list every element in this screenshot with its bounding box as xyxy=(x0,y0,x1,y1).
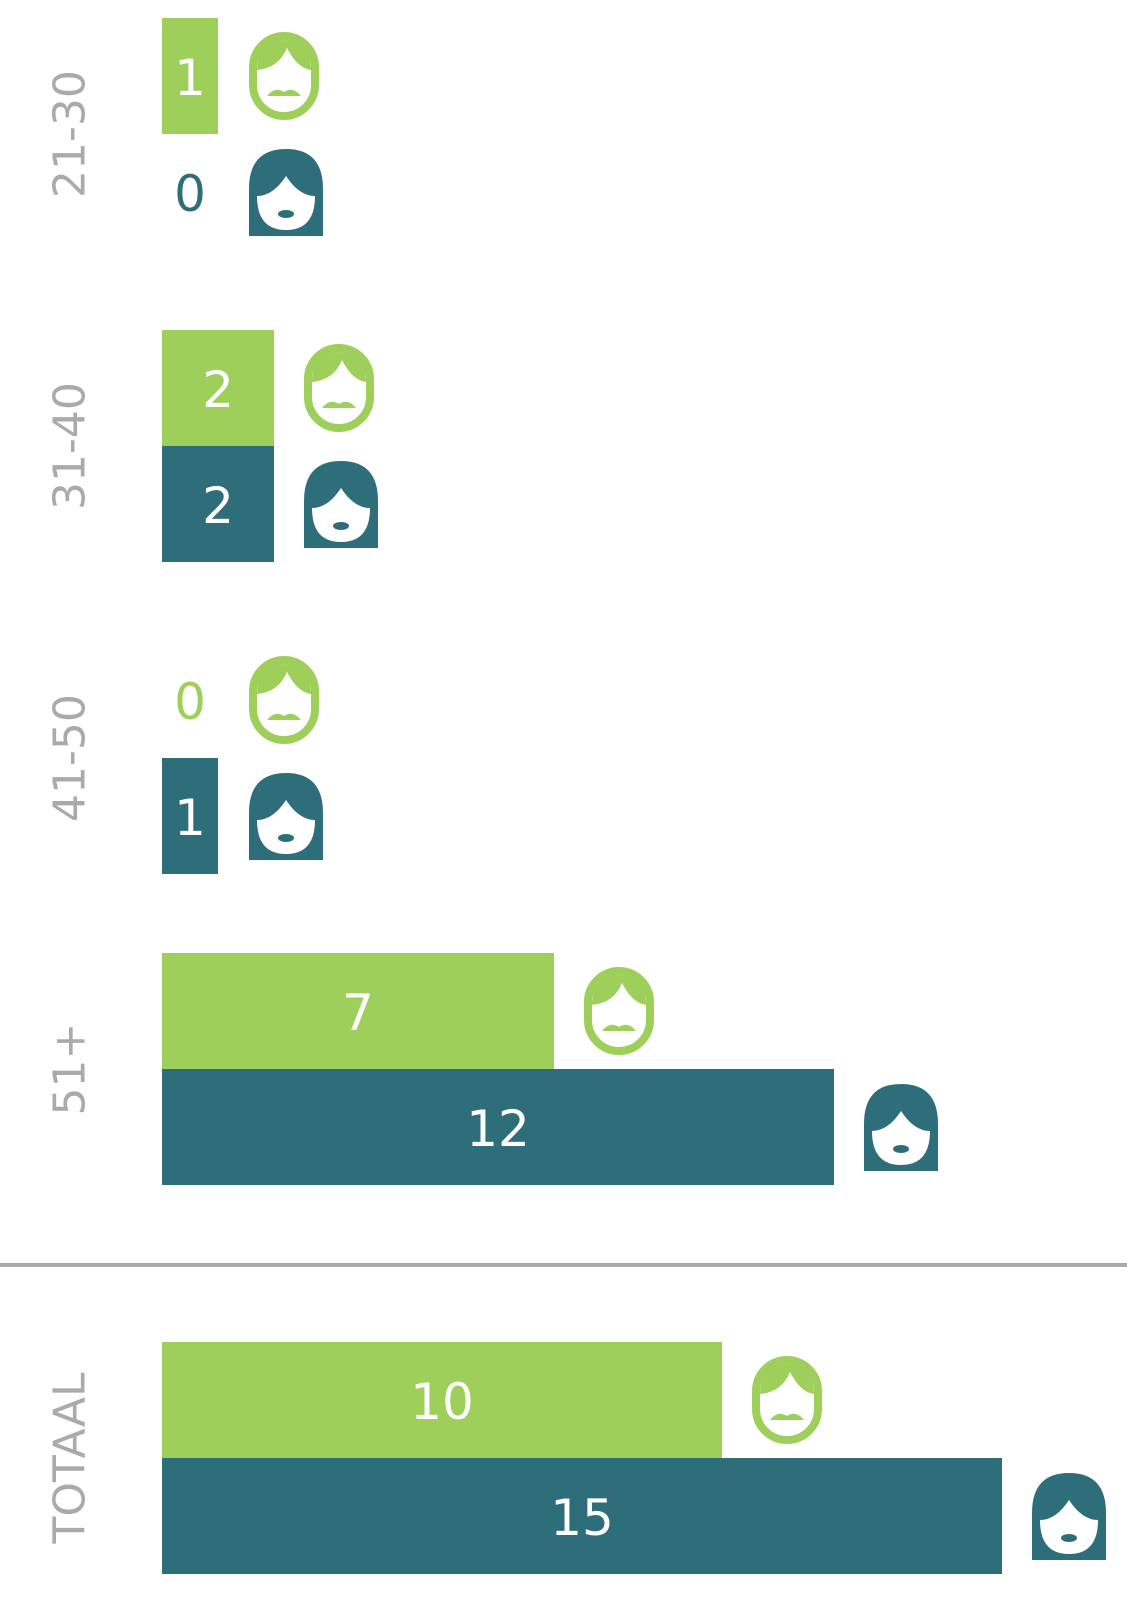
icon-mustache xyxy=(267,713,301,720)
icon-mustache xyxy=(322,401,356,408)
woman-icon xyxy=(1032,1473,1106,1560)
category-label: 21-30 xyxy=(45,70,96,198)
icon-lips xyxy=(278,834,294,842)
icon-lips xyxy=(1061,1534,1077,1542)
woman-icon xyxy=(249,773,323,860)
icon-hair xyxy=(312,352,366,382)
category-label: 41-50 xyxy=(45,694,96,822)
icon-lips xyxy=(333,522,349,530)
bar xyxy=(162,758,218,874)
woman-icon xyxy=(249,149,323,236)
man-icon xyxy=(304,344,374,432)
value-label: 10 xyxy=(410,1373,474,1431)
icon-hair xyxy=(257,664,311,694)
icon-face xyxy=(312,488,370,542)
man-icon xyxy=(752,1356,822,1444)
value-label: 0 xyxy=(174,165,206,223)
category-label: 51+ xyxy=(45,1023,96,1116)
man-icon xyxy=(584,967,654,1055)
bar xyxy=(162,330,274,446)
icon-lips xyxy=(893,1145,909,1153)
man-icon xyxy=(249,656,319,744)
value-label: 15 xyxy=(550,1489,614,1547)
value-label: 1 xyxy=(174,789,206,847)
value-label: 2 xyxy=(202,477,234,535)
icon-hair xyxy=(760,1364,814,1394)
value-label: 0 xyxy=(174,673,206,731)
bar xyxy=(162,446,274,562)
icon-lips xyxy=(278,210,294,218)
value-label: 1 xyxy=(174,49,206,107)
icon-face xyxy=(257,176,315,230)
woman-icon xyxy=(864,1084,938,1171)
category-label: 31-40 xyxy=(45,382,96,510)
bar xyxy=(162,1342,722,1458)
value-label: 7 xyxy=(342,984,374,1042)
icon-hair xyxy=(592,975,646,1005)
bar xyxy=(162,1069,834,1185)
icon-face xyxy=(872,1111,930,1165)
bar xyxy=(162,18,218,134)
icon-mustache xyxy=(770,1413,804,1420)
bar xyxy=(162,953,554,1069)
icon-face xyxy=(1040,1500,1098,1554)
category-label: TOTAAL xyxy=(45,1372,96,1544)
bar xyxy=(162,1458,1002,1574)
woman-icon xyxy=(304,461,378,548)
icon-face xyxy=(257,800,315,854)
icon-mustache xyxy=(267,89,301,96)
man-icon xyxy=(249,32,319,120)
icon-hair xyxy=(257,40,311,70)
icon-mustache xyxy=(602,1024,636,1031)
value-label: 2 xyxy=(202,361,234,419)
value-label: 12 xyxy=(466,1100,530,1158)
